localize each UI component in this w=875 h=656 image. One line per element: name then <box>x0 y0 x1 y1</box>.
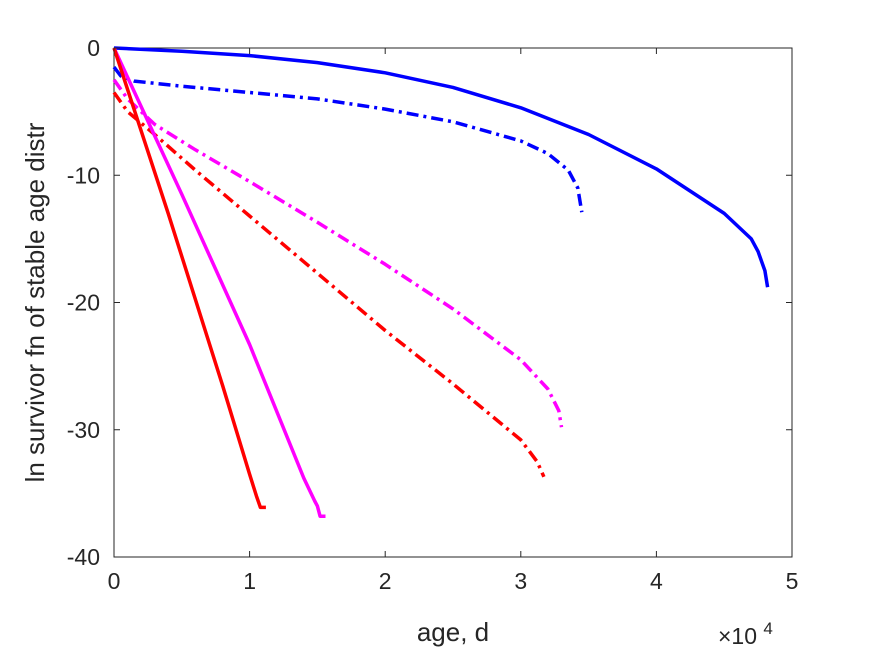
x-axis-label: age, d <box>417 617 489 647</box>
x-axis-multiplier-exponent: 4 <box>763 619 772 638</box>
y-tick-label-neg10: -10 <box>67 162 100 188</box>
x-tick-label-1: 1 <box>243 568 256 594</box>
series-line-4 <box>112 91 546 478</box>
x-axis-multiplier: ×10 4 <box>718 619 773 649</box>
y-tick-label-0: 0 <box>87 35 100 61</box>
y-axis-label: ln survivor fn of stable age distr <box>20 122 50 482</box>
plot-box <box>113 47 793 558</box>
x-tick-label-5: 5 <box>786 568 799 594</box>
series-layer <box>112 46 770 519</box>
y-tick-label-neg20: -20 <box>67 290 100 316</box>
series-line-2 <box>112 66 584 213</box>
axis-ticks <box>113 47 793 558</box>
x-tick-label-4: 4 <box>650 568 663 594</box>
series-line-5 <box>112 47 326 519</box>
x-tick-label-3: 3 <box>514 568 527 594</box>
x-tick-label-0: 0 <box>108 568 121 594</box>
series-line-3 <box>112 78 564 428</box>
y-tick-label-neg40: -40 <box>67 544 100 570</box>
plot-area <box>112 46 793 558</box>
y-tick-label-neg30: -30 <box>67 417 100 443</box>
tick-labels: 0 1 2 3 4 5 0 -10 -20 -30 -40 <box>67 35 799 594</box>
x-axis-multiplier-base: ×10 <box>718 623 757 649</box>
x-tick-label-2: 2 <box>379 568 392 594</box>
series-line-6 <box>112 47 266 510</box>
series-line-1 <box>113 46 770 288</box>
